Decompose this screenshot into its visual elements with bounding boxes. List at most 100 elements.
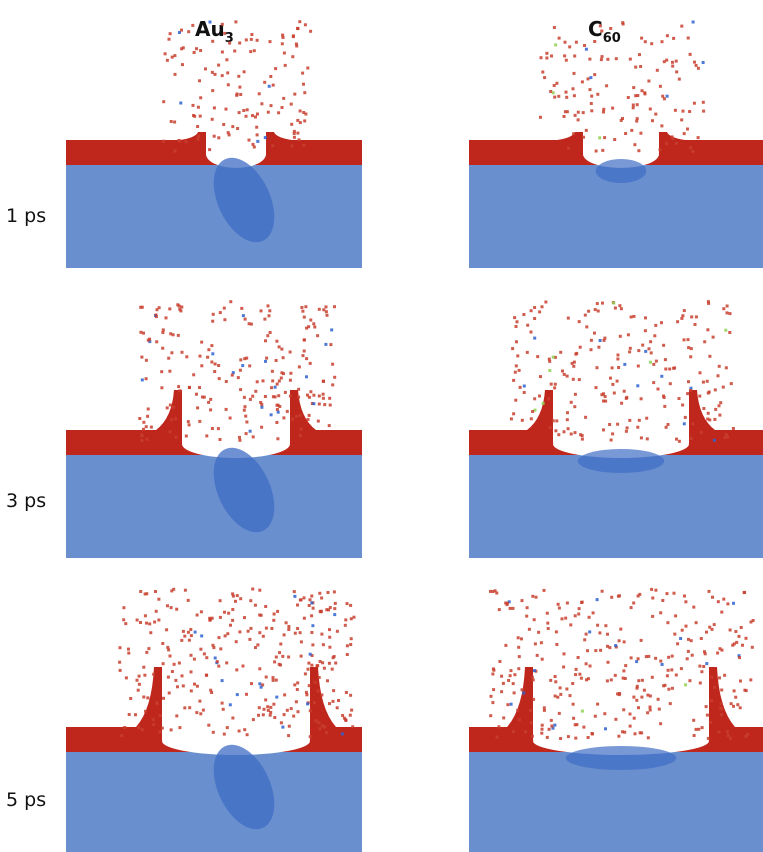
particle — [602, 399, 605, 403]
particle — [559, 350, 563, 354]
particle — [708, 720, 712, 724]
particle — [699, 431, 703, 435]
crater — [206, 127, 266, 153]
particle — [728, 312, 732, 316]
particle — [302, 111, 306, 114]
particle — [225, 661, 229, 665]
particle — [605, 84, 609, 88]
particle — [213, 656, 217, 660]
particle — [210, 691, 214, 694]
particle — [235, 594, 239, 598]
particle — [301, 309, 305, 313]
particle — [271, 379, 275, 383]
particle — [255, 133, 259, 137]
particle — [574, 736, 578, 740]
particle — [238, 435, 241, 439]
particle — [682, 132, 686, 136]
particle — [261, 713, 265, 717]
particle — [118, 646, 122, 650]
particle — [144, 377, 148, 381]
particle — [681, 109, 685, 113]
particle — [680, 628, 684, 632]
particle — [701, 100, 705, 104]
particle — [520, 637, 523, 641]
particle — [142, 665, 146, 669]
particle — [219, 647, 223, 651]
particle — [539, 641, 543, 645]
particle — [737, 654, 741, 658]
particle — [666, 423, 670, 426]
particle — [588, 57, 592, 61]
particle — [295, 414, 299, 418]
particle — [349, 643, 353, 646]
particle — [220, 679, 224, 683]
particle — [504, 643, 508, 647]
particle — [260, 405, 264, 409]
particle — [220, 50, 224, 54]
particle — [325, 608, 329, 612]
particle — [739, 679, 742, 683]
particle — [634, 65, 638, 69]
particle — [601, 148, 605, 152]
particle — [140, 434, 144, 438]
particle — [597, 345, 601, 349]
particle — [675, 437, 678, 441]
particle — [173, 54, 177, 58]
particle — [264, 626, 268, 630]
particle — [177, 139, 181, 142]
particle — [687, 346, 691, 350]
particle — [694, 727, 698, 731]
particle — [632, 86, 636, 90]
particle — [691, 422, 695, 426]
particle — [174, 678, 178, 682]
particle — [577, 612, 581, 616]
particle — [595, 598, 599, 602]
particle — [651, 596, 655, 600]
particle — [211, 89, 215, 93]
particle — [689, 347, 693, 351]
particle — [598, 631, 602, 635]
particle — [277, 345, 281, 349]
particle — [279, 376, 283, 380]
particle — [587, 677, 590, 681]
particle — [166, 645, 170, 649]
particle — [682, 422, 686, 426]
particle — [144, 358, 148, 362]
particle — [744, 636, 748, 640]
particle — [640, 731, 644, 735]
particle — [120, 734, 124, 737]
particle — [196, 105, 200, 109]
particle — [160, 386, 164, 390]
particle — [324, 731, 328, 735]
particle — [661, 94, 665, 98]
particle — [317, 676, 321, 679]
particle — [302, 82, 305, 86]
particle — [703, 340, 707, 344]
particle — [491, 701, 495, 705]
particle — [593, 331, 596, 335]
particle — [234, 640, 238, 644]
damage-plume — [577, 449, 665, 473]
particle — [639, 436, 643, 440]
particle — [267, 84, 271, 88]
particle — [305, 375, 308, 379]
particle — [287, 628, 291, 631]
particle — [305, 357, 309, 361]
particle — [508, 674, 512, 678]
particle — [196, 125, 200, 128]
particle — [543, 76, 547, 80]
particle — [225, 726, 229, 730]
particle — [266, 334, 270, 338]
particle — [552, 84, 556, 87]
particle — [651, 119, 654, 123]
particle — [660, 321, 663, 325]
particle — [700, 670, 704, 674]
particle — [694, 621, 698, 625]
particle — [146, 407, 150, 411]
particle — [238, 41, 242, 45]
particle — [679, 637, 683, 640]
particle — [572, 716, 576, 720]
particle — [344, 618, 348, 622]
particle — [127, 713, 131, 716]
particle — [632, 716, 636, 720]
